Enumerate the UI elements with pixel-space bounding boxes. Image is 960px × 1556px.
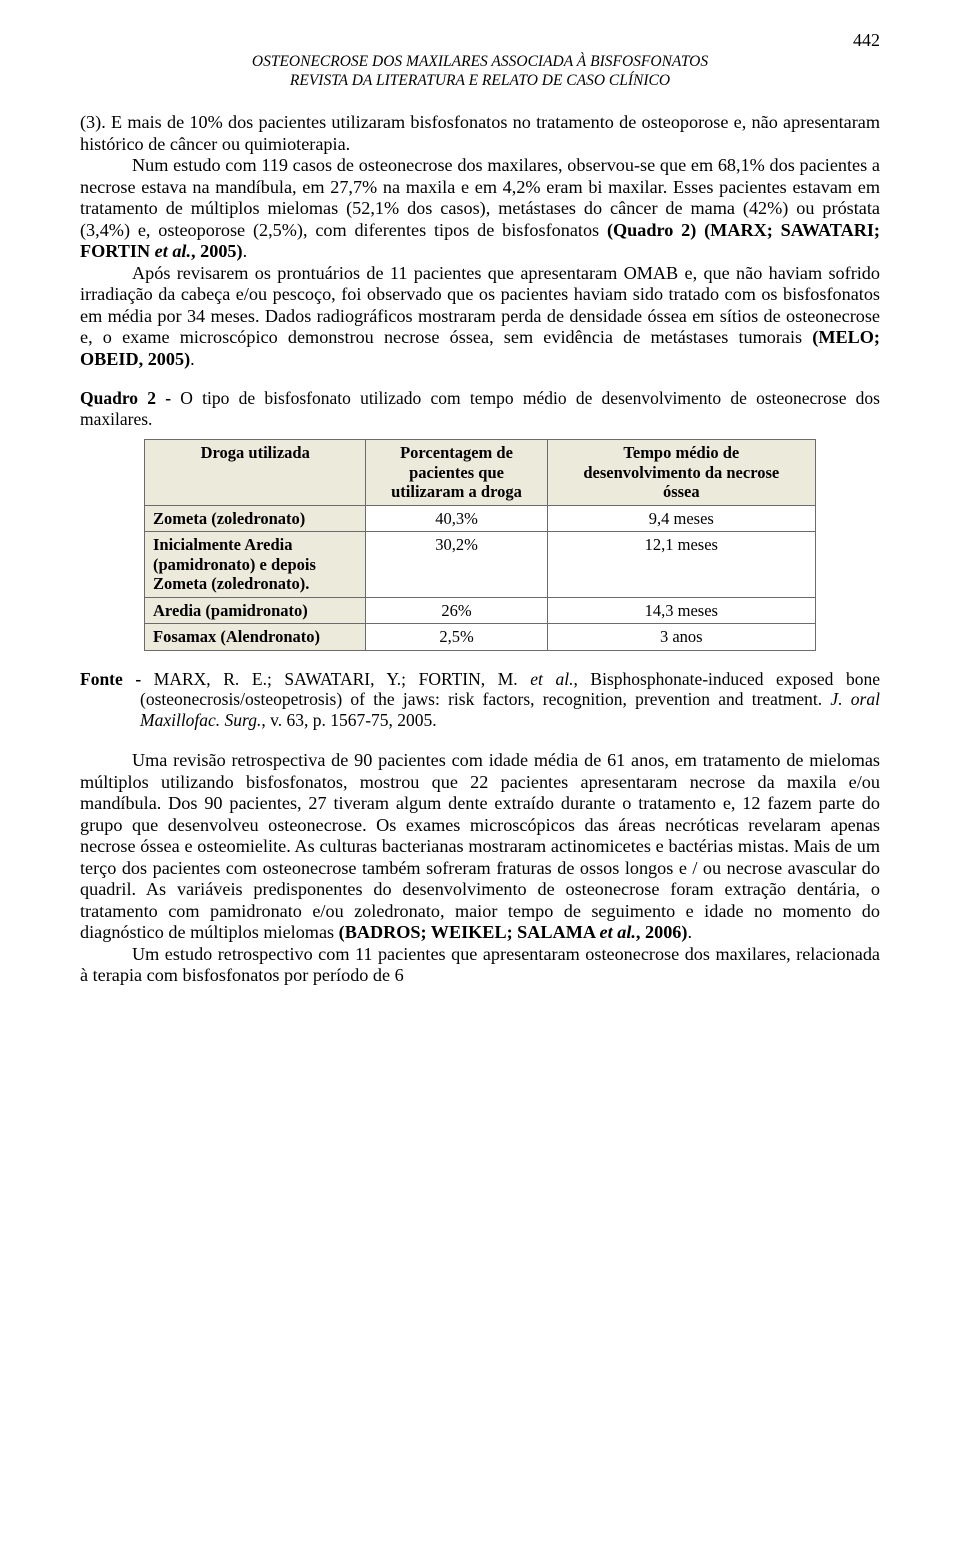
table-row: Zometa (zoledronato) 40,3% 9,4 meses — [145, 505, 816, 531]
body-paragraph-block-2: Uma revisão retrospectiva de 90 paciente… — [80, 750, 880, 986]
p4-text: Uma revisão retrospectiva de 90 paciente… — [80, 750, 880, 942]
p4-etal: et al. — [600, 922, 636, 942]
cell-pct: 40,3% — [366, 505, 547, 531]
cell-pct: 2,5% — [366, 624, 547, 650]
table-header-row: Droga utilizada Porcentagem de pacientes… — [145, 440, 816, 505]
cell-time: 9,4 meses — [547, 505, 815, 531]
paragraph-4: Uma revisão retrospectiva de 90 paciente… — [80, 750, 880, 943]
cell-drug: Zometa (zoledronato) — [145, 505, 366, 531]
cell-drug: Inicialmente Aredia (pamidronato) e depo… — [145, 532, 366, 597]
fonte-citation: Fonte - MARX, R. E.; SAWATARI, Y.; FORTI… — [80, 669, 880, 731]
paragraph-3: Após revisarem os prontuários de 11 paci… — [80, 263, 880, 370]
paragraph-5: Um estudo retrospectivo com 11 pacientes… — [80, 944, 880, 987]
cell-pct: 26% — [366, 597, 547, 623]
quadro-caption-text: O tipo de bisfosfonato utilizado com tem… — [80, 388, 880, 429]
cell-time: 14,3 meses — [547, 597, 815, 623]
p2-etal: et al. — [155, 241, 191, 261]
cell-time: 12,1 meses — [547, 532, 815, 597]
fonte-etal: et al. — [530, 669, 573, 689]
table-row: Aredia (pamidronato) 26% 14,3 meses — [145, 597, 816, 623]
header-time: Tempo médio de desenvolvimento da necros… — [547, 440, 815, 505]
table-row: Inicialmente Aredia (pamidronato) e depo… — [145, 532, 816, 597]
p5-text: Um estudo retrospectivo com 11 pacientes… — [80, 944, 880, 985]
cell-time: 3 anos — [547, 624, 815, 650]
running-header-line1: OSTEONECROSE DOS MAXILARES ASSOCIADA À B… — [252, 53, 708, 70]
quadro-caption: Quadro 2 - O tipo de bisfosfonato utiliz… — [80, 388, 880, 429]
p3-text: Após revisarem os prontuários de 11 paci… — [80, 263, 880, 347]
quadro-table: Droga utilizada Porcentagem de pacientes… — [144, 439, 816, 650]
cell-drug: Fosamax (Alendronato) — [145, 624, 366, 650]
p4-bold: (BADROS; WEIKEL; SALAMA et al., 2006) — [339, 922, 688, 942]
fonte-authors: MARX, R. E.; SAWATARI, Y.; FORTIN, M. — [154, 669, 530, 689]
header-drug: Droga utilizada — [145, 440, 366, 505]
quadro-label: Quadro 2 - — [80, 388, 180, 408]
paragraph-2: Num estudo com 119 casos de osteonecrose… — [80, 155, 880, 262]
header-pct: Porcentagem de pacientes que utilizaram … — [366, 440, 547, 505]
table-row: Fosamax (Alendronato) 2,5% 3 anos — [145, 624, 816, 650]
body-paragraph-block-1: (3). E mais de 10% dos pacientes utiliza… — [80, 112, 880, 370]
p1-pre: (3). E mais de 10% dos pacientes utiliza… — [80, 112, 880, 153]
cell-drug: Aredia (pamidronato) — [145, 597, 366, 623]
running-header-line2: REVISTA DA LITERATURA E RELATO DE CASO C… — [290, 72, 670, 89]
fonte-label: Fonte - — [80, 669, 154, 689]
running-header: OSTEONECROSE DOS MAXILARES ASSOCIADA À B… — [80, 53, 880, 90]
paragraph-1: (3). E mais de 10% dos pacientes utiliza… — [80, 112, 880, 155]
fonte-tail: , v. 63, p. 1567-75, 2005. — [261, 710, 436, 730]
cell-pct: 30,2% — [366, 532, 547, 597]
page-number: 442 — [80, 30, 880, 51]
